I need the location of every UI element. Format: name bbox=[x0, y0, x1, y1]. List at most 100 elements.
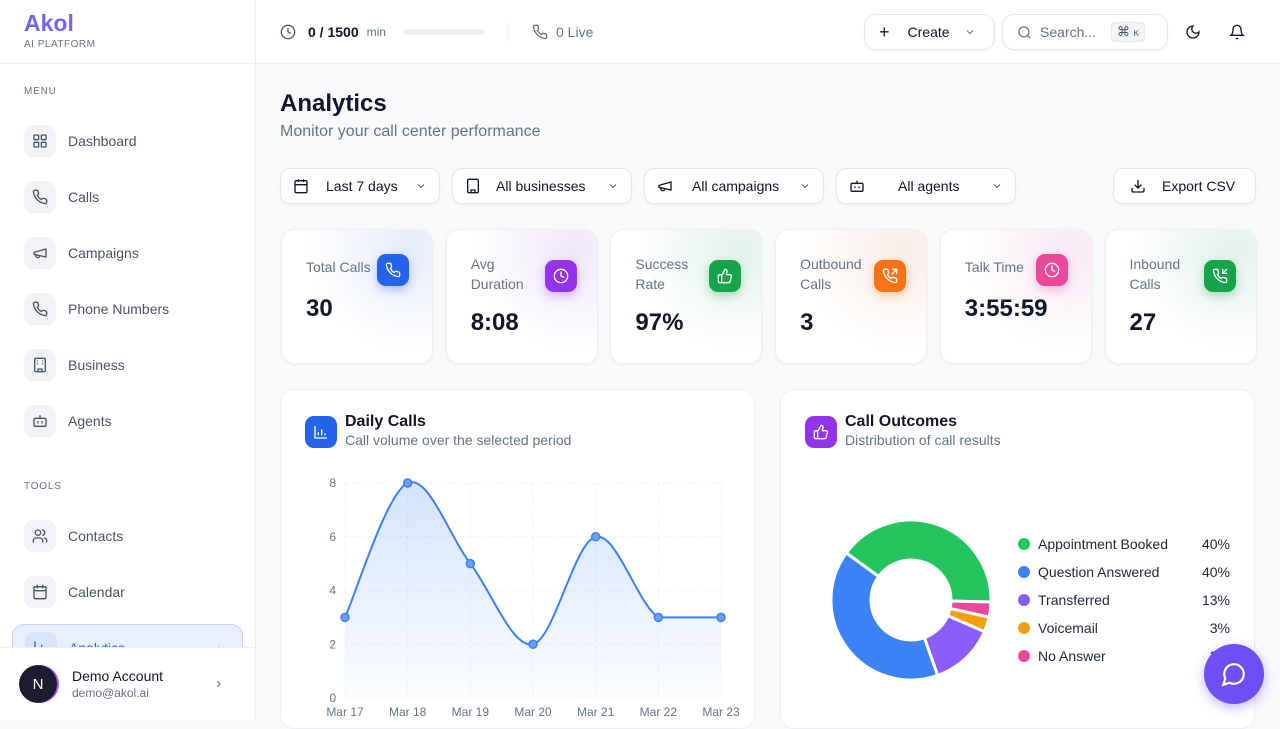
data-point[interactable] bbox=[465, 558, 476, 569]
legend-item: Voicemail 3% bbox=[1018, 620, 1230, 636]
sidebar-item-label: Campaigns bbox=[68, 245, 139, 261]
account-email: demo@akol.ai bbox=[72, 686, 149, 700]
data-point[interactable] bbox=[716, 612, 726, 623]
phone-icon bbox=[32, 301, 48, 317]
x-tick-label: Mar 18 bbox=[389, 705, 427, 719]
search-icon bbox=[1018, 25, 1031, 39]
sidebar-item-campaigns[interactable]: Campaigns bbox=[12, 229, 243, 277]
building-icon bbox=[34, 357, 46, 373]
data-point[interactable] bbox=[402, 478, 413, 488]
business-select[interactable]: All businesses bbox=[452, 168, 632, 204]
stat-card: Talk Time 3:55:59 bbox=[939, 229, 1092, 364]
megaphone-icon bbox=[658, 181, 672, 192]
data-point[interactable] bbox=[590, 532, 601, 542]
usage-value: 0 / 1500 bbox=[308, 24, 359, 40]
slice-appointment-booked[interactable] bbox=[844, 518, 993, 604]
sidebar-item-label: Phone Numbers bbox=[68, 301, 170, 317]
legend-percent: 40% bbox=[1201, 536, 1230, 552]
sidebar-item-business[interactable]: Business bbox=[12, 341, 243, 389]
icon-box bbox=[24, 125, 56, 157]
data-point[interactable] bbox=[653, 612, 664, 623]
shortcut-badge: ⌘ K bbox=[1111, 22, 1145, 42]
menu-section-label: MENU bbox=[24, 86, 57, 97]
thumbs-up-icon bbox=[718, 268, 733, 284]
bell-icon[interactable] bbox=[1229, 24, 1245, 40]
phone-icon bbox=[32, 189, 48, 205]
date-range-select[interactable]: Last 7 days bbox=[280, 168, 440, 204]
phone-incoming-icon bbox=[1212, 268, 1227, 284]
plus-icon: + bbox=[879, 21, 890, 42]
sidebar-item-label: Calls bbox=[68, 189, 100, 205]
agent-select[interactable]: All agents bbox=[836, 168, 1016, 204]
sidebar-item-calendar[interactable]: Calendar bbox=[12, 568, 243, 616]
export-csv-button[interactable]: Export CSV bbox=[1113, 168, 1256, 204]
legend-item: Appointment Booked 40% bbox=[1018, 536, 1230, 552]
x-tick-label: Mar 23 bbox=[702, 705, 740, 719]
sidebar-item-label: Calendar bbox=[68, 584, 125, 600]
sidebar-item-label: Business bbox=[68, 357, 125, 373]
stat-icon-box bbox=[1035, 254, 1068, 286]
data-point[interactable] bbox=[528, 639, 538, 649]
shortcut-key: K bbox=[1133, 29, 1139, 38]
chevron-down-icon bbox=[609, 184, 617, 189]
download-icon bbox=[1131, 180, 1145, 193]
clock-icon bbox=[1044, 262, 1060, 278]
icon-box bbox=[24, 237, 56, 269]
building-icon bbox=[467, 178, 479, 194]
message-circle-icon bbox=[1221, 663, 1245, 687]
phone-outgoing-icon bbox=[882, 268, 898, 284]
stat-value: 3 bbox=[800, 309, 814, 336]
stat-card: Outbound Calls 3 bbox=[775, 229, 928, 364]
icon-box bbox=[24, 349, 56, 381]
slice-question-answered[interactable] bbox=[829, 550, 940, 682]
call-outcomes-donut bbox=[829, 518, 993, 682]
bar-chart-icon bbox=[305, 416, 337, 448]
campaign-select[interactable]: All campaigns bbox=[644, 168, 824, 204]
sidebar-item-agents[interactable]: Agents bbox=[12, 397, 243, 445]
thumbs-up-icon bbox=[805, 416, 837, 448]
create-button[interactable]: + Create bbox=[864, 14, 995, 50]
moon-icon[interactable] bbox=[1185, 24, 1201, 40]
legend-dot bbox=[1018, 566, 1030, 578]
chevron-down-icon bbox=[966, 30, 973, 35]
usage-progress-bar bbox=[403, 29, 484, 35]
sidebar-item-dashboard[interactable]: Dashboard bbox=[12, 117, 243, 165]
legend-percent: 40% bbox=[1201, 564, 1230, 580]
y-tick-label: 8 bbox=[329, 476, 336, 490]
chat-button[interactable] bbox=[1204, 644, 1264, 704]
logo[interactable]: Akol AI PLATFORM bbox=[0, 0, 255, 64]
live-calls[interactable]: 0 Live bbox=[532, 0, 593, 64]
sidebar-item-calls[interactable]: Calls bbox=[12, 173, 243, 221]
account-name: Demo Account bbox=[72, 668, 164, 684]
clock-icon bbox=[280, 24, 296, 40]
stat-value: 3:55:59 bbox=[964, 295, 1048, 322]
stat-icon-box bbox=[377, 254, 409, 286]
stat-label: Total Calls bbox=[306, 259, 371, 275]
data-point[interactable] bbox=[340, 612, 350, 623]
clock-icon bbox=[553, 268, 569, 284]
sidebar-item-contacts[interactable]: Contacts bbox=[12, 512, 243, 560]
y-tick-label: 0 bbox=[329, 691, 336, 705]
call-outcomes-subtitle: Distribution of call results bbox=[845, 432, 1001, 448]
avatar: N bbox=[19, 665, 57, 703]
sidebar-item-label: Contacts bbox=[68, 528, 124, 544]
stat-card: Inbound Calls 27 bbox=[1104, 229, 1257, 364]
search-placeholder: Search... bbox=[1040, 24, 1097, 40]
x-tick-label: Mar 17 bbox=[326, 705, 364, 719]
legend-item: No Answer3% bbox=[1018, 648, 1230, 664]
stat-card: Avg Duration 8:08 bbox=[445, 229, 598, 364]
account-menu[interactable]: N Demo Account demo@akol.ai › bbox=[0, 647, 255, 720]
brand-name: Akol bbox=[24, 10, 231, 37]
area-fill bbox=[345, 482, 722, 698]
bot-icon bbox=[850, 180, 864, 192]
search-input[interactable]: Search... ⌘ K bbox=[1002, 14, 1168, 50]
stat-label: Talk Time bbox=[964, 259, 1024, 275]
chevron-right-icon: › bbox=[216, 675, 222, 692]
stat-icon-box bbox=[1203, 260, 1236, 292]
users-icon bbox=[32, 529, 48, 543]
business-value: All businesses bbox=[496, 178, 586, 194]
sidebar-item-phone-numbers[interactable]: Phone Numbers bbox=[12, 285, 243, 333]
call-outcomes-title: Call Outcomes bbox=[845, 413, 958, 430]
cmd-symbol: ⌘ bbox=[1117, 24, 1131, 39]
bot-icon bbox=[33, 415, 47, 427]
